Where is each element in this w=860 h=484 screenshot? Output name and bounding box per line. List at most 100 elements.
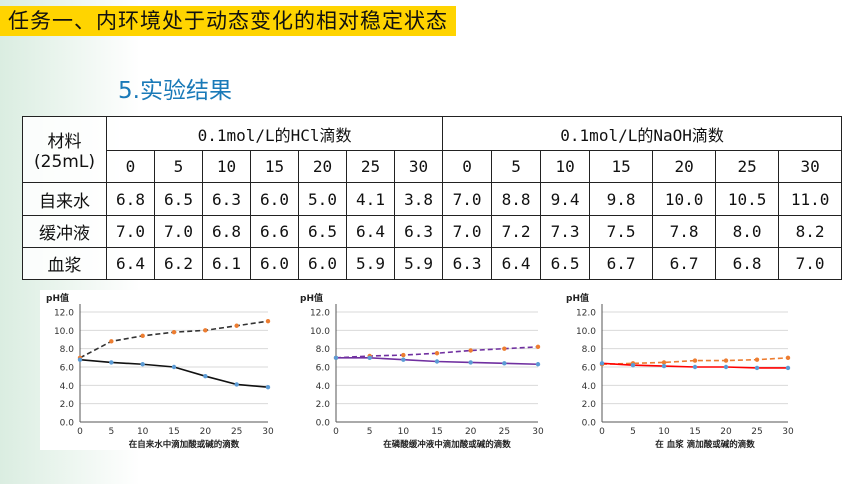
data-point [234, 323, 239, 328]
data-point [234, 382, 239, 387]
x-tick-label: 30 [532, 427, 544, 437]
naoh-ph-cell: 7.3 [540, 214, 591, 248]
hcl-drops-header-2: 10 [202, 150, 251, 184]
naoh-drops-header-3: 15 [589, 150, 654, 184]
hcl-drops-header-1: 5 [154, 150, 203, 184]
data-point [401, 357, 406, 362]
results-table: 材料 (25mL) 0.1mol/L的HCl滴数 0.1mol/L的NaOH滴数… [22, 115, 843, 281]
table-row: 血浆 6.4 6.2 6.1 6.0 6.0 5.9 5.9 6.3 6.4 6.5 6.7 6.7 6.… [22, 246, 843, 281]
chart-background [294, 290, 548, 450]
hcl-ph-cell: 7.0 [106, 214, 155, 248]
y-tick-label: 12.0 [310, 309, 330, 319]
chart-plasma-svg: 0.0 2.0 4.0 6.0 8.0 10.0 12.0 0 5 10 15 20 25 30 pH值在 … [560, 290, 796, 450]
hcl-ph-cell: 6.4 [346, 214, 395, 248]
hcl-ph-cell: 7.0 [154, 214, 203, 248]
data-point [109, 339, 114, 344]
naoh-ph-cell: 7.2 [491, 214, 542, 248]
x-tick-label: 5 [108, 427, 114, 437]
data-point [754, 357, 760, 362]
naoh-ph-cell: 6.8 [715, 246, 780, 281]
x-tick-label: 25 [751, 427, 762, 437]
y-axis-label: pH值 [300, 292, 323, 304]
y-tick-label: 2.0 [316, 400, 331, 410]
data-point [434, 359, 440, 364]
y-tick-label: 0.0 [60, 419, 75, 429]
y-tick-label: 8.0 [60, 345, 75, 355]
y-tick-label: 6.0 [316, 364, 331, 374]
chart-phosphate-buffer-svg: 0.0 2.0 4.0 6.0 8.0 10.0 12.0 0 5 10 15 20 25 30 pH值在磷… [294, 290, 548, 450]
group-header-naoh: 0.1mol/L的NaOH滴数 [442, 115, 843, 152]
hcl-ph-cell: 6.0 [298, 246, 347, 281]
naoh-drops-header-1: 5 [491, 150, 542, 184]
hcl-ph-cell: 6.6 [250, 214, 299, 248]
data-point [140, 333, 145, 339]
x-axis-label: 在磷酸缓冲液中滴加酸或碱的滴数 [383, 439, 511, 450]
x-tick-label: 10 [137, 427, 149, 437]
naoh-drops-header-4: 20 [652, 150, 717, 184]
chart-tap-water: 0.0 2.0 4.0 6.0 8.0 10.0 12.0 0 5 10 15 20 25 30 pH值 在自… [40, 290, 276, 450]
naoh-drops-header-5: 25 [715, 150, 780, 184]
y-tick-label: 2.0 [60, 400, 75, 410]
hcl-ph-cell: 6.8 [202, 214, 251, 248]
y-tick-label: 2.0 [582, 400, 597, 410]
data-point [502, 361, 507, 366]
hcl-ph-cell: 6.5 [298, 214, 347, 248]
data-point [599, 361, 605, 366]
data-point [434, 351, 440, 356]
data-point [203, 373, 208, 379]
x-tick-label: 10 [398, 427, 410, 437]
data-point [785, 365, 791, 371]
naoh-ph-cell: 6.7 [589, 246, 654, 281]
section-subtitle: 5.实验结果 [118, 78, 232, 104]
x-tick-label: 25 [499, 427, 510, 437]
y-tick-label: 12.0 [576, 309, 596, 319]
chart-plasma: 0.0 2.0 4.0 6.0 8.0 10.0 12.0 0 5 10 15 20 25 30 pH值在 … [560, 290, 796, 450]
data-point [630, 362, 636, 368]
x-tick-label: 25 [231, 427, 242, 437]
naoh-ph-cell: 10.0 [652, 182, 717, 216]
hcl-drops-header-6: 30 [393, 150, 444, 184]
data-point [265, 384, 271, 390]
x-tick-label: 5 [630, 427, 636, 437]
naoh-ph-cell: 6.7 [652, 246, 717, 281]
x-tick-label: 15 [431, 427, 442, 437]
naoh-ph-cell: 9.8 [589, 182, 654, 216]
naoh-ph-cell: 7.0 [778, 246, 843, 281]
x-tick-label: 10 [658, 427, 670, 437]
hcl-drops-header-4: 20 [298, 150, 347, 184]
chart-background [40, 290, 276, 450]
y-tick-label: 10.0 [576, 327, 596, 337]
data-point [140, 362, 145, 367]
data-point [502, 346, 507, 351]
y-tick-label: 8.0 [316, 345, 331, 355]
material-label: 自来水 [22, 182, 107, 216]
naoh-ph-cell: 6.5 [540, 246, 591, 281]
y-tick-label: 6.0 [60, 364, 75, 374]
corner-cell: 材料 (25mL) [22, 115, 107, 184]
data-point [723, 358, 729, 363]
hcl-ph-cell: 6.0 [250, 182, 299, 216]
y-axis-label: pH值 [566, 292, 589, 304]
x-tick-label: 15 [689, 427, 700, 437]
x-axis-label: 在自来水中滴加酸或碱的滴数 [129, 439, 240, 450]
x-tick-label: 20 [720, 427, 732, 437]
hcl-ph-cell: 6.2 [154, 246, 203, 281]
data-point [661, 363, 667, 369]
table-row: 缓冲液 7.0 7.0 6.8 6.6 6.5 6.4 6.3 7.0 7.2 7.3 7.5 7.8 8… [22, 214, 843, 248]
x-tick-label: 20 [465, 427, 477, 437]
x-tick-label: 30 [262, 427, 274, 437]
y-tick-label: 0.0 [316, 419, 331, 429]
data-point [535, 362, 541, 367]
x-tick-label: 0 [333, 427, 339, 437]
data-point [785, 355, 791, 361]
material-label: 缓冲液 [22, 214, 107, 248]
chart-phosphate-buffer: 0.0 2.0 4.0 6.0 8.0 10.0 12.0 0 5 10 15 20 25 30 pH值 在磷… [294, 290, 548, 450]
y-tick-label: 4.0 [582, 382, 597, 392]
data-point [203, 328, 208, 333]
x-axis-label: 在 血浆 滴加酸或碱的滴数 [655, 439, 755, 450]
naoh-ph-cell: 6.3 [442, 246, 493, 281]
data-point [171, 364, 177, 370]
hcl-ph-cell: 6.0 [250, 246, 299, 281]
x-tick-label: 30 [782, 427, 794, 437]
naoh-ph-cell: 7.5 [589, 214, 654, 248]
